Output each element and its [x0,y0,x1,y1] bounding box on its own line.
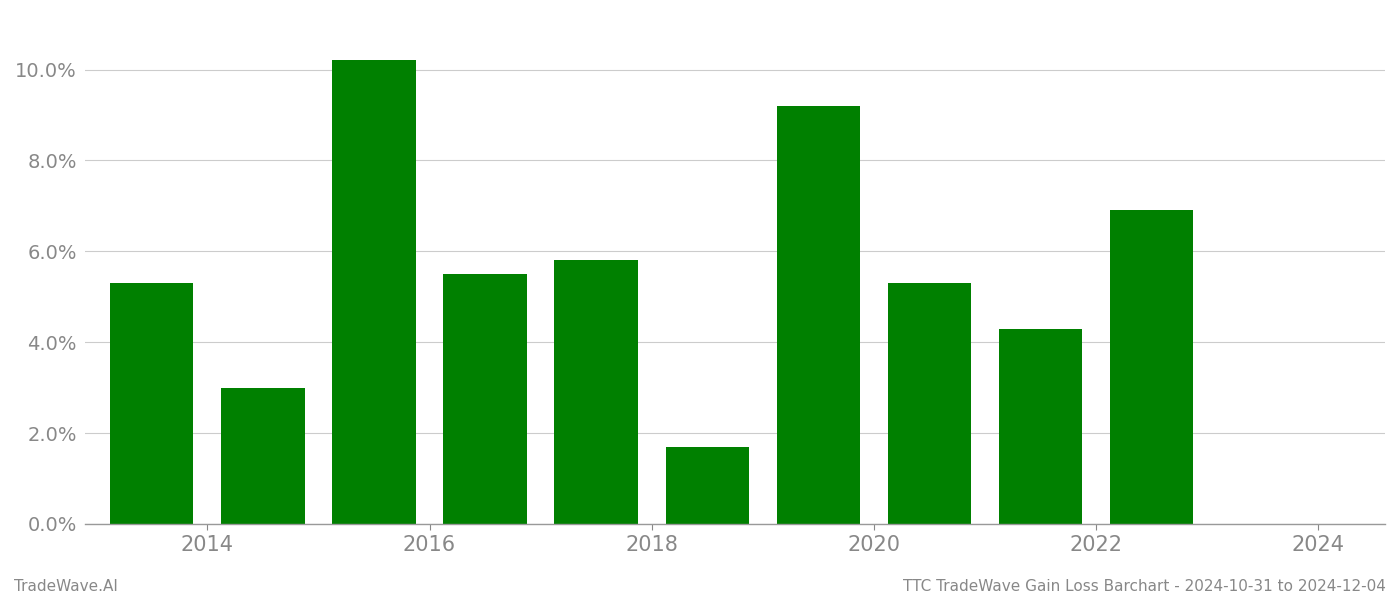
Bar [1000,329,1082,524]
Bar [777,106,860,524]
Text: TTC TradeWave Gain Loss Barchart - 2024-10-31 to 2024-12-04: TTC TradeWave Gain Loss Barchart - 2024-… [903,579,1386,594]
Bar [221,388,305,524]
Bar [1110,211,1193,524]
Bar [665,446,749,524]
Bar [888,283,972,524]
Bar [554,260,638,524]
Bar [444,274,526,524]
Text: TradeWave.AI: TradeWave.AI [14,579,118,594]
Bar [111,283,193,524]
Bar [332,61,416,524]
